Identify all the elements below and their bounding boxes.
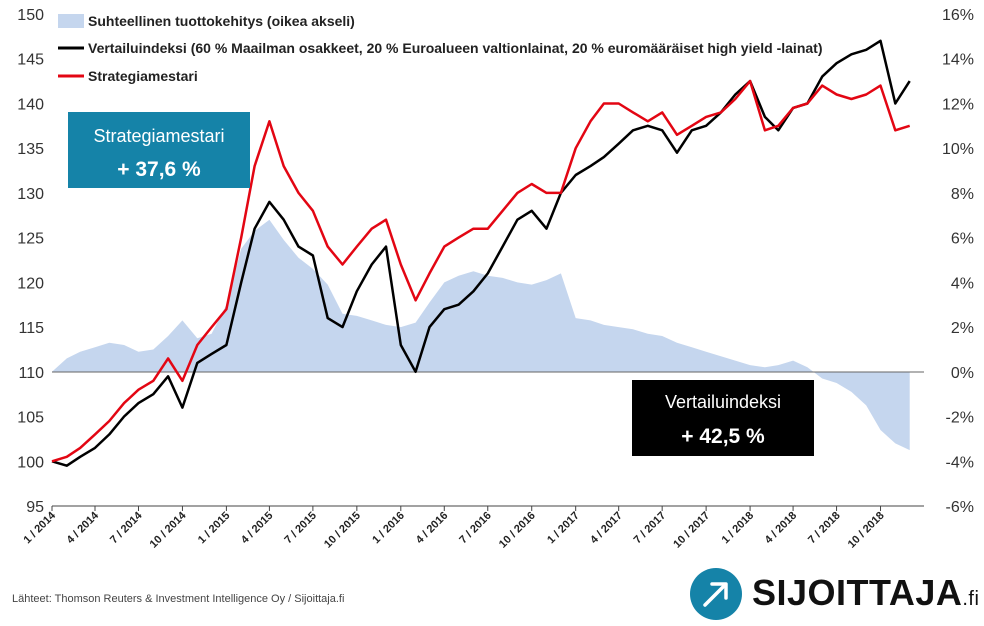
series-lines-layer bbox=[51, 39, 911, 467]
x-tick-label: 4 / 2016 bbox=[414, 510, 451, 547]
right-tick-label: 10% bbox=[942, 141, 974, 158]
right-tick-label: 16% bbox=[942, 7, 974, 24]
left-axis: 95 100 105 110 115 120 125 130 135 140 145 150 bbox=[17, 7, 44, 516]
x-axis: 1 / 2014 4 / 2014 7 / 2014 10 / 2014 1 / 201… bbox=[22, 506, 887, 551]
logo-suffix: .fi bbox=[962, 588, 980, 610]
arrow-up-right-icon bbox=[690, 568, 742, 620]
left-tick-label: 150 bbox=[17, 7, 44, 24]
x-tick-label: 4 / 2014 bbox=[65, 509, 102, 546]
x-tick-label: 4 / 2018 bbox=[763, 510, 800, 547]
legend-label-strategy: Strategiamestari bbox=[88, 68, 198, 84]
logo-text: SIJOITTAJA bbox=[752, 572, 963, 613]
right-tick-label: -6% bbox=[946, 499, 974, 516]
x-tick-label: 10 / 2018 bbox=[846, 510, 887, 551]
left-tick-label: 110 bbox=[18, 365, 44, 382]
callout-strategy-title: Strategiamestari bbox=[93, 126, 224, 146]
x-tick-label: 7 / 2017 bbox=[632, 510, 669, 547]
x-tick-label: 10 / 2015 bbox=[322, 510, 363, 551]
callout-benchmark-title: Vertailuindeksi bbox=[665, 392, 781, 412]
left-tick-label: 105 bbox=[17, 410, 44, 427]
legend-swatch-area bbox=[58, 14, 84, 28]
series-strategy-line bbox=[51, 79, 911, 463]
series-benchmark-line bbox=[51, 39, 911, 467]
right-tick-label: -4% bbox=[946, 454, 974, 471]
x-tick-label: 7 / 2018 bbox=[806, 510, 843, 547]
relative-return-area-layer bbox=[52, 219, 910, 451]
x-tick-label: 1 / 2015 bbox=[196, 510, 233, 547]
x-tick-label: 10 / 2016 bbox=[497, 510, 538, 551]
x-tick-label: 10 / 2014 bbox=[148, 509, 190, 551]
right-tick-label: 6% bbox=[951, 231, 974, 248]
sijoittaja-logo[interactable]: SIJOITTAJA.fi bbox=[690, 566, 980, 622]
x-tick-label: 4 / 2015 bbox=[239, 510, 276, 547]
source-note: Lähteet: Thomson Reuters & Investment In… bbox=[12, 593, 345, 605]
left-tick-label: 120 bbox=[17, 275, 44, 292]
legend: Suhteellinen tuottokehitys (oikea akseli… bbox=[58, 13, 823, 84]
right-tick-label: 12% bbox=[942, 96, 974, 113]
callout-strategy-value: + 37,6 % bbox=[117, 158, 201, 181]
right-tick-label: 0% bbox=[951, 365, 974, 382]
right-tick-label: 2% bbox=[951, 320, 974, 337]
x-tick-label: 1 / 2018 bbox=[720, 510, 757, 547]
right-tick-label: 4% bbox=[951, 275, 974, 292]
x-tick-label: 10 / 2017 bbox=[671, 510, 712, 551]
right-tick-label: 8% bbox=[951, 186, 974, 203]
x-tick-label: 7 / 2014 bbox=[108, 509, 145, 546]
x-tick-label: 7 / 2015 bbox=[282, 510, 319, 547]
left-tick-label: 100 bbox=[17, 454, 44, 471]
callout-strategy-box bbox=[68, 112, 250, 188]
x-tick-label: 1 / 2017 bbox=[545, 510, 582, 547]
x-tick-label: 4 / 2017 bbox=[588, 510, 625, 547]
right-axis: -6% -4% -2% 0% 2% 4% 6% 8% 10% 12% 14% 16% bbox=[942, 7, 974, 516]
left-tick-label: 140 bbox=[17, 96, 44, 113]
left-tick-label: 125 bbox=[17, 231, 44, 248]
x-tick-label: 1 / 2016 bbox=[370, 510, 407, 547]
legend-label-benchmark: Vertailuindeksi (60 % Maailman osakkeet,… bbox=[88, 40, 823, 56]
left-tick-label: 115 bbox=[18, 320, 44, 337]
right-tick-label: -2% bbox=[946, 410, 974, 427]
x-tick-label: 7 / 2016 bbox=[457, 510, 494, 547]
left-tick-label: 145 bbox=[17, 52, 44, 69]
left-tick-label: 130 bbox=[17, 186, 44, 203]
callout-strategy: Strategiamestari + 37,6 % bbox=[68, 112, 250, 188]
legend-label-area: Suhteellinen tuottokehitys (oikea akseli… bbox=[88, 13, 355, 29]
logo-wordmark: SIJOITTAJA.fi bbox=[752, 572, 979, 614]
left-tick-label: 95 bbox=[26, 499, 44, 516]
left-tick-label: 135 bbox=[17, 141, 44, 158]
right-tick-label: 14% bbox=[942, 52, 974, 69]
callout-benchmark-value: + 42,5 % bbox=[681, 425, 765, 448]
callout-benchmark-box bbox=[632, 380, 814, 456]
callout-benchmark: Vertailuindeksi + 42,5 % bbox=[632, 380, 814, 456]
series-relative-return-area bbox=[52, 219, 910, 451]
